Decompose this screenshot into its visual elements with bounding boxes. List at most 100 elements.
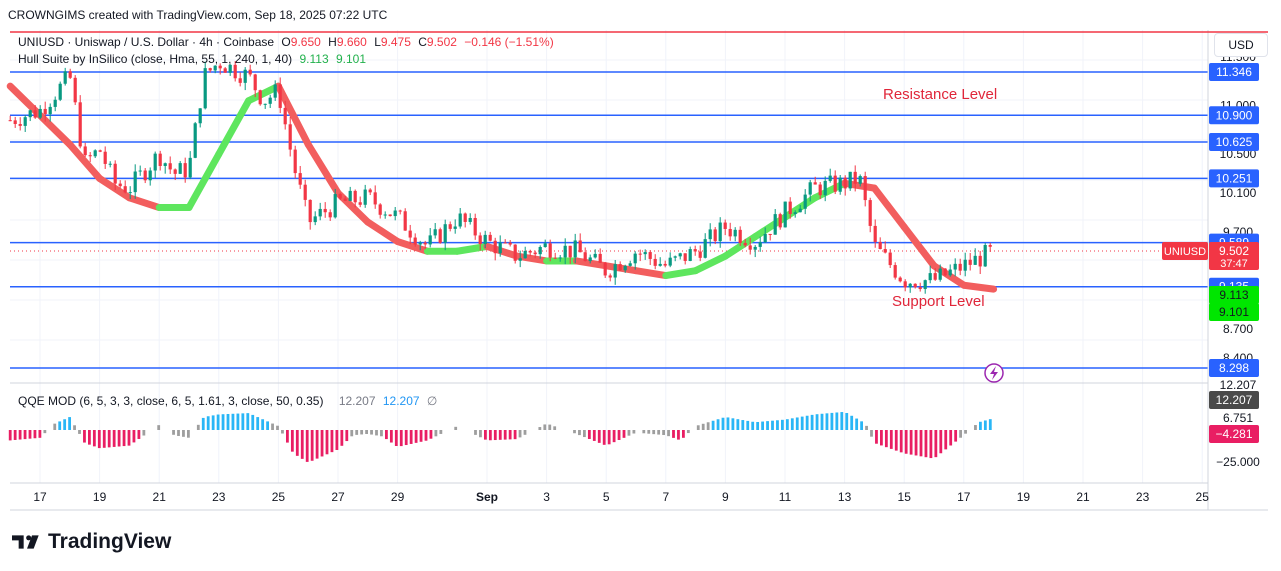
qqe-bar xyxy=(286,430,289,443)
qqe-bar xyxy=(196,424,200,430)
qqe-bar xyxy=(127,430,131,446)
candle-body xyxy=(408,230,412,238)
candle-body xyxy=(473,217,477,236)
candle-body xyxy=(908,283,912,288)
support-annotation: Support Level xyxy=(892,293,985,310)
candle-body xyxy=(738,229,742,243)
tradingview-logo-icon xyxy=(12,535,39,549)
candle-body xyxy=(703,239,707,258)
candle-body xyxy=(713,229,717,242)
tradingview-brand: TradingView xyxy=(48,530,172,553)
qqe-bar xyxy=(325,430,329,455)
qqe-bar xyxy=(924,430,928,458)
candle-body xyxy=(78,102,82,147)
candle-body xyxy=(808,182,812,195)
qqe-bar xyxy=(904,430,908,454)
candle-body xyxy=(613,264,617,278)
candle-body xyxy=(708,229,712,240)
qqe-bar xyxy=(187,430,190,438)
candle-body xyxy=(48,106,52,115)
candle-body xyxy=(883,249,887,253)
hull-value-1: 9.113 xyxy=(299,52,329,66)
candle-body xyxy=(438,229,442,243)
qqe-bar xyxy=(657,430,661,435)
candle-body xyxy=(428,235,432,245)
candle-body xyxy=(233,64,237,79)
level-price-label-bg xyxy=(1209,63,1259,81)
candle-body xyxy=(818,184,822,196)
candle-body xyxy=(223,68,227,73)
candle-body xyxy=(343,198,347,201)
qqe-bar xyxy=(350,430,354,437)
candle-body xyxy=(848,171,852,189)
qqe-bar xyxy=(132,430,136,443)
candle-body xyxy=(853,171,857,184)
candle-body xyxy=(263,103,267,105)
qqe-bar xyxy=(667,430,670,437)
qqe-bar xyxy=(513,430,517,440)
qqe-label-dark-bg xyxy=(1209,391,1259,409)
current-price-badge xyxy=(1209,242,1259,271)
candle-body xyxy=(823,180,827,196)
qqe-histogram xyxy=(8,412,992,462)
candle-body xyxy=(858,176,862,184)
tradingview-logo[interactable]: TradingView xyxy=(12,530,171,554)
candle-body xyxy=(513,244,517,261)
hull-segment xyxy=(185,150,223,212)
resistance-annotation: Resistance Level xyxy=(883,86,998,103)
candle-body xyxy=(833,175,837,192)
candle-body xyxy=(768,233,772,235)
qqe-bar xyxy=(365,430,368,435)
qqe-axis-tick: 12.207 xyxy=(1220,378,1257,392)
qqe-legend: QQE MOD (6, 5, 3, 3, close, 6, 5, 1.61, … xyxy=(18,394,441,408)
qqe-bar xyxy=(102,430,106,448)
hull-value-2: 9.101 xyxy=(335,52,366,66)
qqe-bar xyxy=(756,421,760,430)
qqe-bar xyxy=(711,420,715,430)
qqe-bar xyxy=(503,430,507,440)
candle-body xyxy=(488,234,492,241)
qqe-bar xyxy=(88,430,91,445)
candle-body xyxy=(958,263,962,271)
candle-body xyxy=(458,213,462,227)
candle-body xyxy=(28,110,32,118)
candle-body xyxy=(338,194,342,199)
candle-body xyxy=(758,242,762,247)
candle-body xyxy=(838,177,842,192)
candle-body xyxy=(508,242,512,245)
level-price-label: 10.900 xyxy=(1216,108,1253,122)
candle-body xyxy=(18,124,22,126)
candle-body xyxy=(648,252,652,259)
qqe-bar xyxy=(474,430,477,435)
qqe-bar xyxy=(721,417,725,430)
qqe-bar xyxy=(330,430,334,453)
qqe-bar xyxy=(38,430,42,438)
candle-body xyxy=(188,157,192,178)
qqe-bar xyxy=(939,430,943,454)
low-value: 9.475 xyxy=(380,35,411,49)
hull-label-2: 9.101 xyxy=(1219,305,1249,319)
candle-body xyxy=(813,182,817,185)
candle-body xyxy=(273,84,277,98)
currency-button[interactable]: USD xyxy=(1214,33,1268,57)
candle-body xyxy=(628,263,632,266)
qqe-bar xyxy=(954,430,958,442)
candle-body xyxy=(898,277,902,282)
qqe-bar xyxy=(790,418,794,430)
candle-body xyxy=(148,170,152,181)
qqe-bar xyxy=(399,430,403,447)
time-axis-label: 7 xyxy=(662,490,669,504)
qqe-bar xyxy=(18,430,22,440)
candle-body xyxy=(218,65,222,69)
candle-body xyxy=(658,263,662,266)
qqe-label-neg: −4.281 xyxy=(1215,427,1252,441)
qqe-bar xyxy=(736,419,740,430)
candle-body xyxy=(743,242,747,246)
hull-segment xyxy=(66,140,104,182)
hull-segment xyxy=(662,267,700,280)
candle-body xyxy=(468,217,472,222)
candle-body xyxy=(888,252,892,266)
candle-body xyxy=(608,275,612,278)
alert-icon[interactable] xyxy=(984,363,1004,383)
